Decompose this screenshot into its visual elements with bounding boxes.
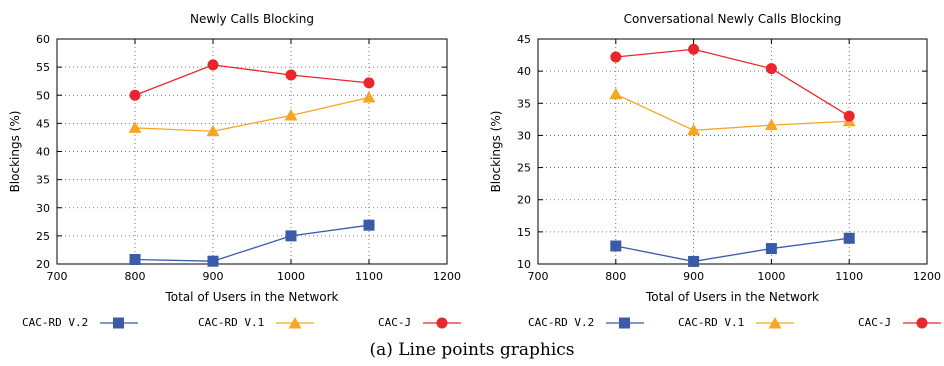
x-tick-label: 900 [203,270,224,283]
data-point-circle [129,89,141,101]
y-tick-label: 45 [517,33,531,46]
x-tick-label: 700 [47,270,68,283]
data-point-circle [363,77,375,89]
data-point-circle [688,43,700,55]
legend-label: CAC-J [858,316,892,329]
plot-frame [537,38,928,265]
series-line [134,224,370,262]
series-cac-rd-v-1 [128,91,376,137]
y-tick-label: 35 [36,174,50,187]
y-tick-label: 20 [517,194,531,207]
legend-chart-1: CAC-RD V.2 CAC-RD V.1 CAC-J [0,316,470,338]
x-tick-label: 1200 [913,270,941,283]
chart-title: Newly Calls Blocking [190,12,314,26]
data-point-square [363,219,375,231]
legend-triangle-marker-icon [275,317,314,329]
x-tick-label: 1100 [835,270,863,283]
legend-item-cac-rd-v2: CAC-RD V.2 [528,316,645,330]
data-point-triangle [128,121,142,133]
data-point-triangle [687,123,701,136]
data-point-circle [207,59,219,71]
x-tick-label: 1100 [355,270,383,283]
legend-item-cac-rd-v1: CAC-RD V.1 [678,316,795,330]
data-point-triangle [206,124,220,137]
data-point-square [688,255,700,267]
data-point-square [765,243,777,255]
chart-1: Newly Calls Blocking 20 25 30 35 40 45 50 55 60 70… [8,12,461,304]
y-tick-label: 40 [517,65,531,78]
series-line [615,237,850,263]
data-point-circle [285,69,297,81]
y-tick-label: 15 [517,226,531,239]
y-tick-label: 45 [36,117,50,130]
series-line [134,64,370,96]
x-tick-label: 800 [125,270,146,283]
figure-caption: (a) Line points graphics [369,340,575,360]
data-point-triangle [764,118,778,131]
y-tick-label: 25 [36,230,50,243]
data-point-circle [765,63,777,75]
y-axis-label: Blockings (%) [489,111,503,193]
x-tick-label: 700 [528,270,549,283]
series-cac-j [129,59,375,101]
x-tick-label: 1200 [433,270,461,283]
y-tick-label: 30 [517,129,531,142]
series-cac-rd-v-2 [610,232,855,267]
x-tick-label: 1000 [277,270,305,283]
data-point-square [129,254,141,265]
legend-label: CAC-RD V.1 [198,316,265,329]
legend-circle-marker-icon [422,317,461,329]
y-tick-label: 50 [36,89,50,102]
legend-square-marker-icon [99,317,138,329]
legend-item-cac-j: CAC-J [858,316,942,330]
data-point-square [285,230,297,242]
data-point-square [610,240,622,252]
series-line [134,96,370,132]
legend-triangle-marker-icon [755,317,794,329]
data-point-circle [843,110,855,122]
x-tick-label: 800 [605,270,626,283]
legend-label: CAC-RD V.1 [678,316,745,329]
data-point-triangle [284,109,298,121]
y-tick-label: 25 [517,162,531,175]
data-point-triangle [609,87,623,100]
chart-2: Conversational Newly Calls Blocking 10 15 2… [489,12,941,304]
x-axis-label: Total of Users in the Network [164,290,338,304]
y-tick-label: 35 [517,97,531,110]
y-tick-label: 60 [36,33,50,46]
y-tick-label: 20 [36,258,50,271]
data-point-square [843,232,855,244]
y-tick-label: 30 [36,202,50,215]
legend-circle-marker-icon [902,317,941,329]
chart-title: Conversational Newly Calls Blocking [624,12,842,26]
plot-frame [56,38,448,265]
x-tick-label: 900 [683,270,704,283]
series-line [615,48,850,117]
y-tick-label: 55 [36,61,50,74]
legend-label: CAC-RD V.2 [22,316,89,329]
x-tick-label: 1000 [757,270,785,283]
x-axis-label: Total of Users in the Network [645,290,819,304]
legend-item-cac-rd-v1: CAC-RD V.1 [198,316,315,330]
data-point-square [207,255,219,267]
y-tick-label: 10 [517,258,531,271]
data-point-triangle [362,91,376,103]
legend-label: CAC-RD V.2 [528,316,595,329]
series-line [615,93,850,131]
y-tick-label: 40 [36,146,50,159]
data-point-circle [610,51,622,63]
series-cac-rd-v-2 [129,219,375,267]
series-cac-j [610,43,855,122]
series-cac-rd-v-1 [609,87,856,136]
legend-square-marker-icon [605,317,644,329]
legend-item-cac-j: CAC-J [378,316,462,330]
legend-item-cac-rd-v2: CAC-RD V.2 [22,316,139,330]
legend-chart-2: CAC-RD V.2 CAC-RD V.1 CAC-J [470,316,944,338]
legend-label: CAC-J [378,316,412,329]
y-axis-label: Blockings (%) [8,111,22,193]
